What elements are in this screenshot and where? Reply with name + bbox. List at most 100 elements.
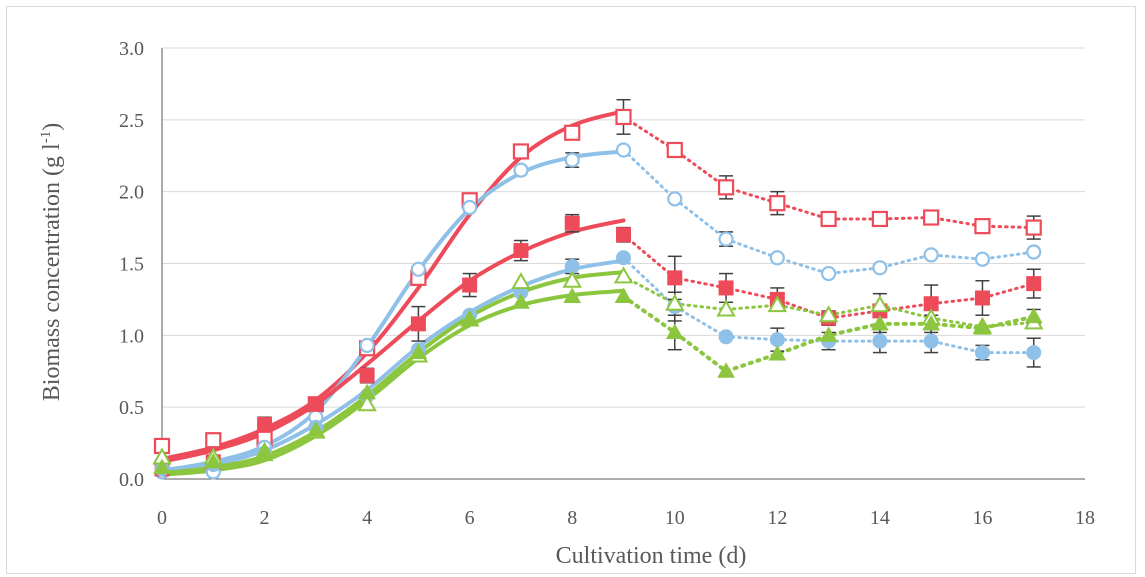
marker-filled-circle	[769, 332, 785, 348]
marker-filled-triangle	[1024, 307, 1043, 324]
marker-open-triangle	[767, 295, 788, 313]
x-tick-label: 16	[972, 507, 992, 529]
marker-filled-square	[667, 270, 683, 286]
marker-filled-circle	[974, 345, 990, 361]
marker-open-circle	[667, 191, 683, 207]
marker-filled-triangle	[306, 421, 325, 437]
fit-curve-1	[160, 109, 626, 461]
x-tick-label: 2	[260, 507, 270, 529]
marker-filled-square	[462, 277, 478, 293]
marker-filled-square	[359, 368, 375, 384]
marker-open-square	[1025, 219, 1042, 236]
marker-filled-triangle	[358, 383, 376, 400]
marker-filled-square	[257, 416, 273, 432]
marker-open-triangle	[357, 394, 377, 412]
marker-open-triangle	[870, 295, 890, 313]
marker-filled-triangle	[973, 319, 992, 335]
data-markers	[152, 108, 1044, 480]
x-tick-label: 12	[767, 507, 787, 529]
marker-open-triangle	[562, 270, 582, 288]
fit-curve-3	[160, 218, 626, 464]
y-axis-title-close: )	[39, 123, 65, 131]
y-tick-label: 3.0	[119, 38, 144, 60]
marker-open-circle	[769, 250, 785, 266]
marker-filled-circle	[616, 250, 631, 266]
marker-open-square	[769, 195, 786, 212]
x-tick-label: 14	[870, 507, 890, 529]
marker-filled-triangle	[153, 458, 171, 475]
x-axis-title: Cultivation time (d)	[556, 543, 747, 569]
marker-filled-triangle	[717, 362, 735, 378]
x-tick-label: 10	[665, 507, 685, 529]
marker-open-circle	[1026, 244, 1042, 260]
x-tick-label: 8	[567, 507, 577, 529]
marker-filled-triangle	[665, 323, 684, 339]
marker-open-circle	[513, 162, 529, 178]
marker-filled-triangle	[614, 287, 633, 304]
x-tick-label: 4	[362, 507, 372, 529]
marker-filled-triangle	[409, 343, 428, 360]
marker-filled-square	[410, 316, 426, 332]
marker-open-square	[615, 108, 632, 126]
fit-curves	[160, 109, 626, 477]
marker-open-square	[974, 218, 991, 235]
marker-open-square	[923, 209, 940, 226]
marker-open-circle	[821, 265, 837, 282]
marker-open-square	[666, 141, 683, 159]
y-tick-label: 1.0	[119, 325, 144, 347]
y-axis-title-sup: -1	[38, 131, 54, 144]
axes	[161, 48, 1085, 480]
x-tick-label: 18	[1075, 507, 1095, 529]
marker-filled-square	[564, 215, 580, 231]
dotted-line-2	[622, 148, 1036, 276]
marker-open-circle	[359, 337, 375, 353]
x-tick-label: 6	[465, 507, 475, 529]
fit-curve-4	[160, 258, 626, 473]
marker-filled-circle	[1026, 345, 1042, 361]
marker-filled-circle	[718, 329, 734, 345]
y-tick-label: 0.5	[119, 397, 144, 419]
y-tick-label: 2.5	[119, 110, 144, 132]
marker-open-circle	[615, 142, 632, 158]
marker-filled-triangle	[204, 452, 223, 469]
marker-filled-circle	[872, 333, 888, 349]
marker-filled-triangle	[922, 314, 941, 331]
marker-filled-square	[308, 396, 324, 412]
marker-open-circle	[974, 251, 991, 267]
marker-filled-triangle	[563, 287, 582, 304]
marker-open-triangle	[716, 299, 736, 317]
marker-open-triangle	[613, 266, 634, 284]
marker-filled-square	[974, 290, 990, 306]
marker-filled-square	[1026, 276, 1042, 292]
tick-labels: 0.0 0.5 1.0 1.5 2.0 2.5 3.0 0 2 4 6 8 10 12 14 16 18	[119, 38, 1095, 529]
x-tick-label: 0	[157, 507, 167, 529]
marker-open-circle	[564, 152, 580, 168]
marker-open-triangle	[511, 272, 531, 290]
marker-open-circle	[718, 231, 734, 247]
y-tick-label: 2.0	[119, 182, 144, 204]
marker-open-square	[820, 210, 837, 228]
fit-curve-5	[160, 270, 626, 476]
marker-filled-triangle	[255, 445, 274, 462]
marker-filled-triangle	[871, 314, 889, 331]
marker-filled-circle	[923, 333, 939, 349]
marker-open-square	[871, 210, 888, 228]
marker-open-circle	[410, 261, 426, 277]
marker-open-square	[564, 124, 581, 141]
marker-filled-triangle	[460, 310, 479, 327]
marker-open-square	[717, 179, 735, 196]
fit-curve-2	[160, 149, 626, 473]
marker-filled-triangle	[819, 326, 838, 342]
marker-open-circle	[462, 199, 478, 216]
marker-filled-square	[513, 243, 529, 259]
marker-filled-square	[616, 227, 631, 243]
marker-filled-triangle	[512, 293, 530, 309]
marker-open-triangle	[818, 305, 839, 323]
marker-open-square	[205, 432, 222, 449]
marker-filled-square	[718, 280, 734, 296]
marker-open-circle	[923, 247, 939, 263]
marker-filled-triangle	[768, 345, 787, 361]
y-axis-title: Biomass concentration (g l-1)	[38, 123, 65, 401]
fit-curve-6	[160, 288, 626, 477]
